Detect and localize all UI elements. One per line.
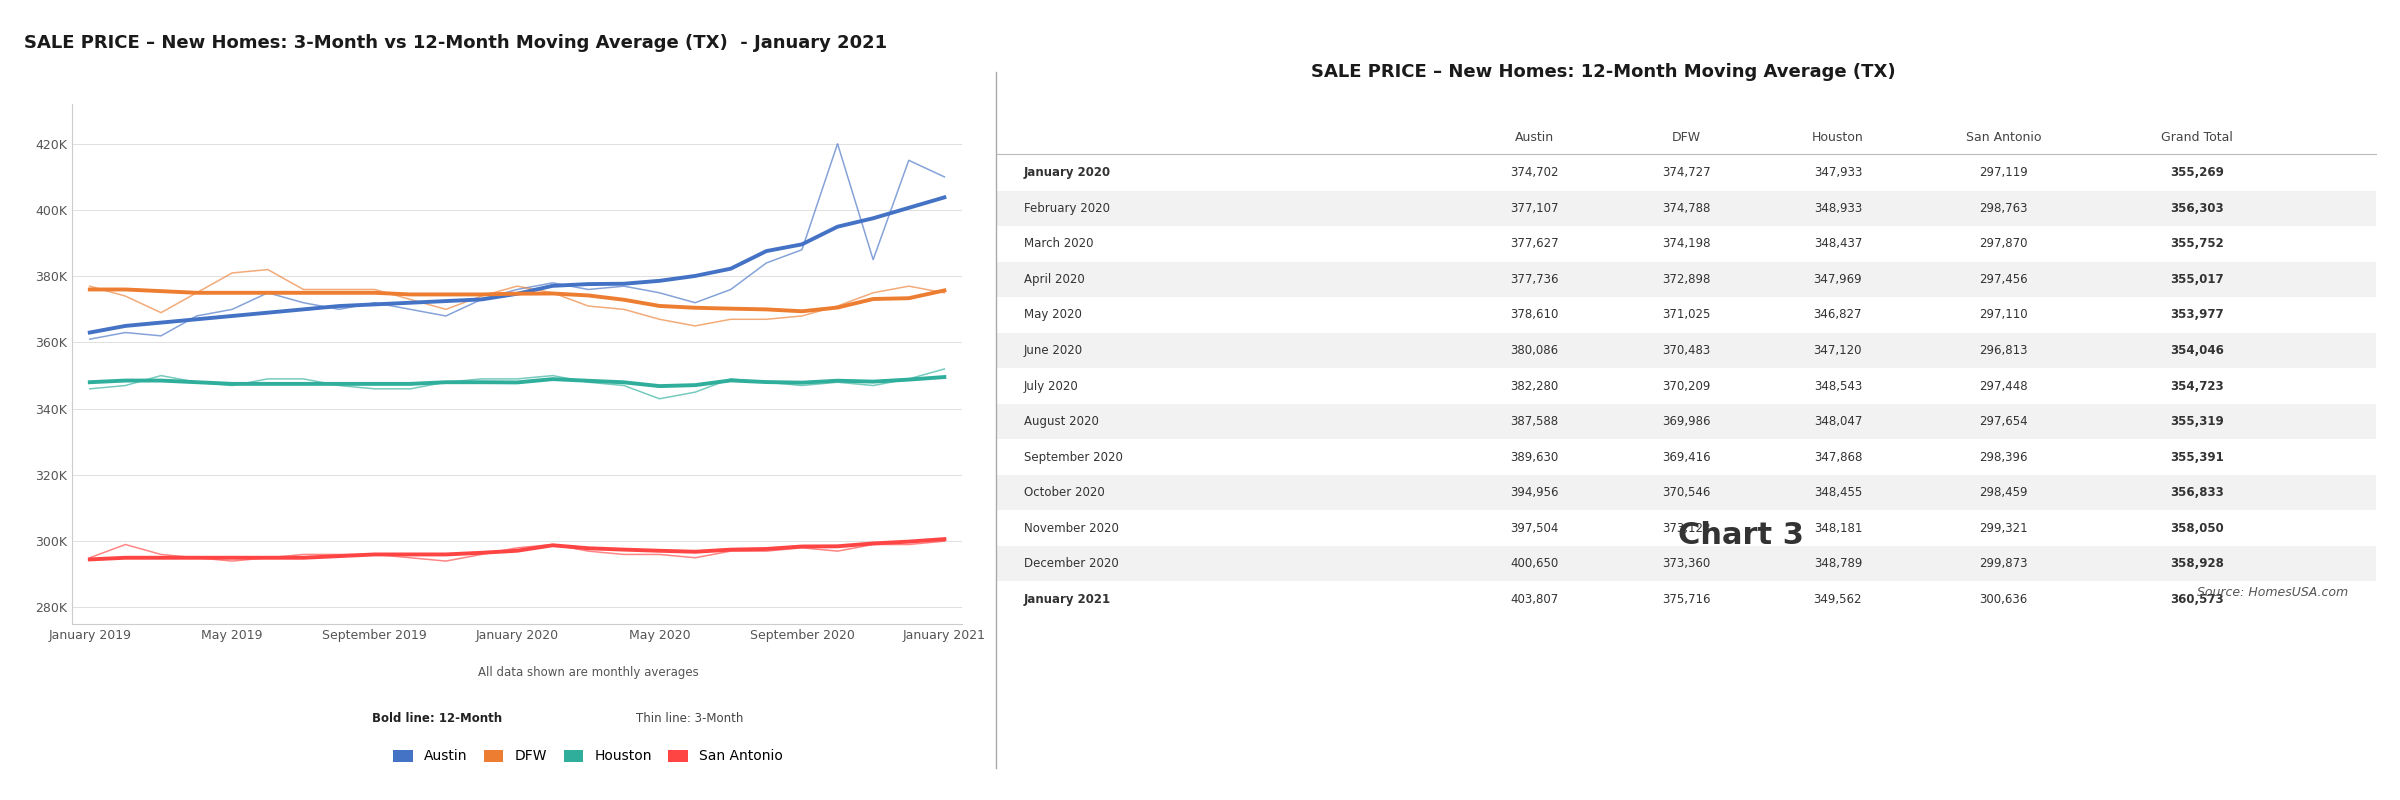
Text: Austin: Austin xyxy=(1514,131,1553,144)
FancyBboxPatch shape xyxy=(996,546,2376,582)
Text: 374,788: 374,788 xyxy=(1661,202,1711,215)
FancyBboxPatch shape xyxy=(996,404,2376,439)
Text: 297,456: 297,456 xyxy=(1980,273,2028,286)
Text: 370,483: 370,483 xyxy=(1661,344,1711,357)
Text: 348,543: 348,543 xyxy=(1814,379,1862,393)
Text: 355,391: 355,391 xyxy=(2170,450,2222,463)
Text: 349,562: 349,562 xyxy=(1814,593,1862,606)
Text: Grand Total: Grand Total xyxy=(2160,131,2232,144)
Text: 297,110: 297,110 xyxy=(1980,309,2028,322)
Text: 372,898: 372,898 xyxy=(1661,273,1711,286)
Text: 373,128: 373,128 xyxy=(1661,522,1711,534)
Text: November 2020: November 2020 xyxy=(1025,522,1118,534)
Text: All data shown are monthly averages: All data shown are monthly averages xyxy=(478,666,698,679)
Text: Chart 3: Chart 3 xyxy=(1678,521,1805,550)
Text: 348,047: 348,047 xyxy=(1814,415,1862,428)
Text: 369,416: 369,416 xyxy=(1661,450,1711,463)
Text: 297,448: 297,448 xyxy=(1980,379,2028,393)
Text: August 2020: August 2020 xyxy=(1025,415,1099,428)
Text: 378,610: 378,610 xyxy=(1510,309,1558,322)
Text: 387,588: 387,588 xyxy=(1510,415,1558,428)
FancyBboxPatch shape xyxy=(996,333,2376,368)
Text: Houston: Houston xyxy=(1812,131,1865,144)
Text: 389,630: 389,630 xyxy=(1510,450,1558,463)
Text: 358,050: 358,050 xyxy=(2170,522,2222,534)
Text: 370,209: 370,209 xyxy=(1661,379,1711,393)
Text: Thin line: 3-Month: Thin line: 3-Month xyxy=(636,712,744,725)
Text: 370,546: 370,546 xyxy=(1661,486,1711,499)
Text: 355,269: 355,269 xyxy=(2170,166,2222,179)
Text: DFW: DFW xyxy=(1670,131,1702,144)
Text: 374,727: 374,727 xyxy=(1661,166,1711,179)
Text: 380,086: 380,086 xyxy=(1510,344,1558,357)
Text: 297,870: 297,870 xyxy=(1980,238,2028,250)
Text: 298,459: 298,459 xyxy=(1980,486,2028,499)
Text: May 2020: May 2020 xyxy=(1025,309,1082,322)
Text: SALE PRICE – New Homes: 12-Month Moving Average (TX): SALE PRICE – New Homes: 12-Month Moving … xyxy=(1310,62,1896,81)
Text: 297,654: 297,654 xyxy=(1980,415,2028,428)
Legend: Austin, DFW, Houston, San Antonio: Austin, DFW, Houston, San Antonio xyxy=(389,744,787,769)
Text: 377,627: 377,627 xyxy=(1510,238,1558,250)
Text: Bold line: 12-Month: Bold line: 12-Month xyxy=(372,712,502,725)
Text: 347,868: 347,868 xyxy=(1814,450,1862,463)
Text: SALE PRICE – New Homes: 3-Month vs 12-Month Moving Average (TX)  - January 2021: SALE PRICE – New Homes: 3-Month vs 12-Mo… xyxy=(24,34,888,52)
Text: 400,650: 400,650 xyxy=(1510,557,1558,570)
Text: 354,046: 354,046 xyxy=(2170,344,2222,357)
Text: 298,763: 298,763 xyxy=(1980,202,2028,215)
Text: 394,956: 394,956 xyxy=(1510,486,1558,499)
Text: 299,873: 299,873 xyxy=(1980,557,2028,570)
Text: 348,437: 348,437 xyxy=(1814,238,1862,250)
Text: 356,303: 356,303 xyxy=(2170,202,2222,215)
Text: 377,107: 377,107 xyxy=(1510,202,1558,215)
Text: 382,280: 382,280 xyxy=(1510,379,1558,393)
Text: 360,573: 360,573 xyxy=(2170,593,2222,606)
Text: April 2020: April 2020 xyxy=(1025,273,1085,286)
Text: 403,807: 403,807 xyxy=(1510,593,1558,606)
Text: 300,636: 300,636 xyxy=(1980,593,2028,606)
FancyBboxPatch shape xyxy=(996,262,2376,298)
Text: 348,455: 348,455 xyxy=(1814,486,1862,499)
Text: 347,120: 347,120 xyxy=(1814,344,1862,357)
Text: January 2020: January 2020 xyxy=(1025,166,1111,179)
Text: 296,813: 296,813 xyxy=(1980,344,2028,357)
Text: 299,321: 299,321 xyxy=(1980,522,2028,534)
Text: 373,360: 373,360 xyxy=(1661,557,1711,570)
Text: 371,025: 371,025 xyxy=(1661,309,1711,322)
Text: 354,723: 354,723 xyxy=(2170,379,2222,393)
Text: 358,928: 358,928 xyxy=(2170,557,2222,570)
Text: 374,198: 374,198 xyxy=(1661,238,1711,250)
Text: 347,969: 347,969 xyxy=(1814,273,1862,286)
Text: 355,319: 355,319 xyxy=(2170,415,2222,428)
Text: 348,181: 348,181 xyxy=(1814,522,1862,534)
Text: January 2021: January 2021 xyxy=(1025,593,1111,606)
Text: 375,716: 375,716 xyxy=(1661,593,1711,606)
FancyBboxPatch shape xyxy=(996,475,2376,510)
Text: July 2020: July 2020 xyxy=(1025,379,1078,393)
Text: September 2020: September 2020 xyxy=(1025,450,1123,463)
Text: 397,504: 397,504 xyxy=(1510,522,1558,534)
Text: 348,933: 348,933 xyxy=(1814,202,1862,215)
Text: October 2020: October 2020 xyxy=(1025,486,1104,499)
Text: 347,933: 347,933 xyxy=(1814,166,1862,179)
Text: 369,986: 369,986 xyxy=(1661,415,1711,428)
Text: 353,977: 353,977 xyxy=(2170,309,2222,322)
FancyBboxPatch shape xyxy=(996,190,2376,226)
Text: 297,119: 297,119 xyxy=(1980,166,2028,179)
Text: June 2020: June 2020 xyxy=(1025,344,1082,357)
Text: 348,789: 348,789 xyxy=(1814,557,1862,570)
Text: February 2020: February 2020 xyxy=(1025,202,1109,215)
Text: San Antonio: San Antonio xyxy=(1966,131,2042,144)
Text: 356,833: 356,833 xyxy=(2170,486,2222,499)
Text: Source: HomesUSA.com: Source: HomesUSA.com xyxy=(2198,586,2350,599)
Text: 298,396: 298,396 xyxy=(1980,450,2028,463)
Text: 355,752: 355,752 xyxy=(2170,238,2222,250)
Text: March 2020: March 2020 xyxy=(1025,238,1094,250)
Text: December 2020: December 2020 xyxy=(1025,557,1118,570)
Text: 377,736: 377,736 xyxy=(1510,273,1558,286)
Text: 374,702: 374,702 xyxy=(1510,166,1558,179)
Text: 346,827: 346,827 xyxy=(1814,309,1862,322)
Text: 355,017: 355,017 xyxy=(2170,273,2222,286)
